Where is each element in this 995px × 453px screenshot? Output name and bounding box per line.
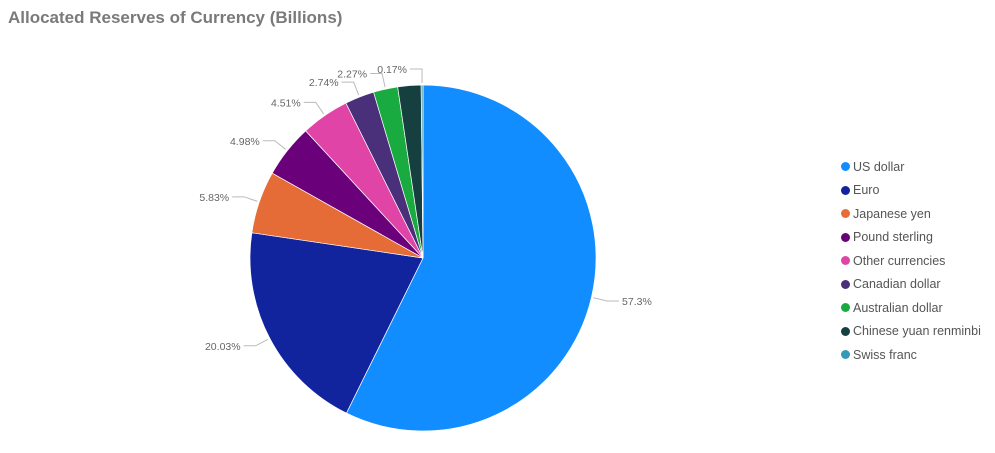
- chart-title: Allocated Reserves of Currency (Billions…: [8, 8, 343, 27]
- data-label: 4.51%: [271, 97, 301, 109]
- legend-marker-icon: [841, 279, 850, 289]
- legend-marker-icon: [841, 209, 850, 219]
- legend-item[interactable]: Euro: [841, 179, 981, 203]
- legend-label: Swiss franc: [853, 347, 917, 362]
- pie-slice-euro[interactable]: [249, 232, 424, 414]
- leader-line: [370, 72, 386, 88]
- legend-item[interactable]: Canadian dollar: [841, 273, 981, 297]
- legend-label: Other currencies: [853, 253, 946, 268]
- legend-marker-icon: [841, 185, 850, 195]
- legend-label: Japanese yen: [853, 206, 931, 221]
- data-label: 4.98%: [230, 136, 260, 148]
- legend-item[interactable]: Chinese yuan renminbi: [841, 320, 981, 344]
- leader-line: [409, 68, 423, 84]
- legend-item[interactable]: Other currencies: [841, 249, 981, 273]
- legend-marker-icon: [841, 303, 850, 313]
- leader-line: [232, 196, 258, 202]
- legend-label: Canadian dollar: [853, 277, 941, 292]
- legend-label: Australian dollar: [853, 300, 943, 315]
- leader-line: [303, 101, 325, 115]
- legend-marker-icon: [841, 326, 850, 336]
- legend-item[interactable]: Pound sterling: [841, 226, 981, 250]
- leader-line: [243, 338, 269, 347]
- data-label: 5.83%: [199, 192, 229, 204]
- legend-marker-icon: [841, 232, 850, 242]
- legend-item[interactable]: Japanese yen: [841, 202, 981, 226]
- pie-slice-swiss-franc[interactable]: [420, 84, 424, 259]
- pie-slice-us-dollar[interactable]: [345, 84, 597, 432]
- data-label: 2.27%: [337, 68, 367, 80]
- legend-item[interactable]: Swiss franc: [841, 343, 981, 367]
- legend-marker-icon: [841, 256, 850, 266]
- legend-label: Pound sterling: [853, 230, 933, 245]
- legend-label: Euro: [853, 183, 880, 198]
- data-label: 57.3%: [622, 296, 652, 308]
- legend-label: Chinese yuan renminbi: [853, 324, 981, 339]
- legend-label: US dollar: [853, 159, 905, 174]
- legend-item[interactable]: Australian dollar: [841, 296, 981, 320]
- legend: US dollar Euro Japanese yen Pound sterling O…: [841, 155, 981, 367]
- leader-line: [341, 81, 360, 96]
- leader-line: [262, 140, 287, 150]
- legend-marker-icon: [841, 350, 850, 360]
- data-label: 20.03%: [205, 341, 241, 353]
- legend-item[interactable]: US dollar: [841, 155, 981, 179]
- leader-line: [593, 297, 620, 302]
- legend-marker-icon: [841, 162, 850, 172]
- data-label: 2.74%: [309, 77, 339, 89]
- data-label: 0.17%: [377, 64, 407, 76]
